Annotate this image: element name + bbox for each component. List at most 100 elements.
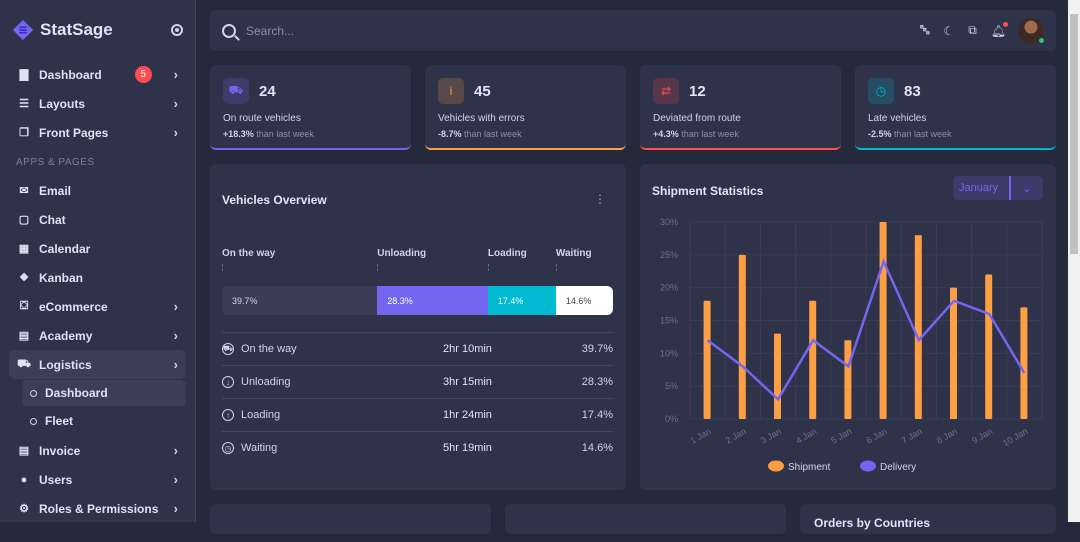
sidebar-item-label: Dashboard <box>45 386 108 400</box>
x-tick-label: 9 Jan <box>970 426 994 446</box>
x-tick-label: 3 Jan <box>759 426 783 446</box>
stat-value: 12 <box>689 82 706 100</box>
chevron-down-icon[interactable]: ⌄ <box>1022 182 1032 195</box>
card-title: Vehicles Overview <box>222 193 327 207</box>
bell-icon[interactable]: 🔔︎ <box>990 21 1008 38</box>
vehicles-overview-card: Vehicles Overview ⋮ On the way Unloading L… <box>210 164 626 490</box>
sidebar-item-email[interactable]: ✉ Email <box>9 176 186 205</box>
stat-card: ◷ 83 Late vehicles -2.5% than last week <box>855 65 1056 150</box>
legend-label: Shipment <box>788 462 830 473</box>
row-time: 2hr 10min <box>443 343 492 355</box>
legend-marker <box>860 460 876 472</box>
row-label: Waiting <box>241 442 278 454</box>
stat-value: 83 <box>904 82 921 100</box>
y-tick-label: 0% <box>665 414 678 424</box>
sidebar-item-academy[interactable]: ▤ Academy › <box>9 321 186 350</box>
segment-label: On the way <box>222 248 275 271</box>
invoice-icon: ▤ <box>18 445 30 457</box>
shipment-bar <box>950 287 957 419</box>
sidebar-subitem-fleet[interactable]: Fleet <box>22 408 186 434</box>
sidebar-item-logistics[interactable]: ⛟ Logistics › <box>9 350 186 379</box>
orders-by-countries-card: Orders by Countries <box>800 504 1056 534</box>
sidebar-item-users[interactable]: ● Users › <box>9 465 186 494</box>
month-dropdown[interactable]: January ⌄ <box>953 176 1043 200</box>
card-title: Orders by Countries <box>814 516 931 530</box>
chevron-right-icon: › <box>173 125 178 140</box>
scrollbar[interactable] <box>1068 0 1080 522</box>
chevron-right-icon: › <box>173 299 178 314</box>
sidebar-subitem-dashboard[interactable]: Dashboard <box>22 380 186 406</box>
stat-change: -2.5% <box>868 129 892 139</box>
distribution-bar: 39.7% 28.3% 17.4% 14.6% <box>222 286 613 315</box>
moon-icon[interactable]: ☾ <box>943 23 955 38</box>
sidebar: StatSage ▇ Dashboard 5 › ☰ Layouts › ❐ Front Pag… <box>0 0 196 522</box>
language-icon[interactable]: 🔤︎ <box>920 23 930 37</box>
y-tick-label: 15% <box>660 316 678 326</box>
chevron-right-icon: › <box>173 328 178 343</box>
row-percent: 39.7% <box>581 343 613 355</box>
chat-icon: ▢ <box>18 214 30 226</box>
shipment-bar <box>809 300 817 419</box>
y-tick-label: 20% <box>660 283 678 293</box>
row-time: 5hr 19min <box>443 442 492 454</box>
stat-card: i 45 Vehicles with errors -8.7% than last… <box>425 65 626 150</box>
row-time: 3hr 15min <box>443 376 492 388</box>
layers-icon: ☰ <box>19 98 29 110</box>
y-tick-label: 10% <box>660 348 678 358</box>
avatar[interactable] <box>1018 17 1045 44</box>
sidebar-toggle-icon[interactable] <box>171 24 183 36</box>
segment-2: 17.4% <box>487 286 556 315</box>
stat-label: Vehicles with errors <box>438 113 525 124</box>
chevron-right-icon: › <box>173 357 178 372</box>
sidebar-item-label: eCommerce <box>39 299 108 314</box>
arrow-up-circle-icon: ↑ <box>222 409 234 421</box>
shipment-statistics-card: Shipment Statistics January ⌄ 0% 5% 10% 15% 2… <box>640 164 1056 490</box>
notification-badge: 5 <box>134 66 152 83</box>
shipment-bar <box>703 300 711 419</box>
overview-row: ◷ Waiting 5hr 19min 14.6% <box>222 431 613 464</box>
clock-icon: ◷ <box>868 78 894 104</box>
stat-change: +4.3% <box>653 129 679 139</box>
sidebar-item-label: Chat <box>39 212 66 227</box>
bottom-card-1 <box>210 504 491 534</box>
sidebar-item-dashboard[interactable]: ▇ Dashboard 5 › <box>9 60 186 89</box>
segment-label: Loading <box>487 248 527 271</box>
sidebar-item-label: Logistics <box>39 357 92 372</box>
shipment-chart: 0% 5% 10% 15% 20% 25% 30% 1 Jan 2 Jan 3 Jan 4 Jan 5… <box>660 217 1043 473</box>
sidebar-item-label: Academy <box>39 328 93 343</box>
sidebar-item-roles-permissions[interactable]: ⚙ Roles & Permissions › <box>9 494 186 523</box>
sidebar-item-label: Fleet <box>45 414 74 428</box>
search-icon <box>222 23 236 38</box>
row-label: Loading <box>241 409 281 421</box>
stat-card: ⇄ 12 Deviated from route +4.3% than last … <box>640 65 841 150</box>
kanban-icon: ❖ <box>19 272 29 284</box>
brand[interactable]: StatSage <box>0 0 195 60</box>
sidebar-item-invoice[interactable]: ▤ Invoice › <box>9 436 186 465</box>
x-tick-label: 2 Jan <box>724 426 748 446</box>
sidebar-item-ecommerce[interactable]: ⛋ eCommerce › <box>9 292 186 321</box>
gear-icon: ⚙ <box>19 503 29 515</box>
shipment-bar <box>985 274 993 419</box>
sidebar-item-calendar[interactable]: ▦ Calendar <box>9 234 186 263</box>
stat-change-suffix: than last week <box>464 129 522 139</box>
files-icon: ❐ <box>19 127 29 139</box>
y-tick-label: 30% <box>660 217 678 227</box>
overview-row: ↓ Unloading 3hr 15min 28.3% <box>222 365 613 398</box>
x-tick-label: 5 Jan <box>829 426 853 446</box>
sidebar-item-kanban[interactable]: ❖ Kanban <box>9 263 186 292</box>
row-label: Unloading <box>241 376 291 388</box>
brand-name: StatSage <box>40 20 113 39</box>
info-icon: i <box>438 78 464 104</box>
stat-label: On route vehicles <box>223 113 301 124</box>
chevron-right-icon: › <box>173 96 178 111</box>
sidebar-item-chat[interactable]: ▢ Chat <box>9 205 186 234</box>
x-tick-label: 8 Jan <box>935 426 959 446</box>
more-options-icon[interactable]: ⋮ <box>594 192 606 206</box>
search-input[interactable] <box>246 23 907 38</box>
shortcuts-icon[interactable]: ⧉ <box>968 23 977 37</box>
x-tick-label: 4 Jan <box>794 426 818 446</box>
sidebar-item-layouts[interactable]: ☰ Layouts › <box>9 89 186 118</box>
sidebar-item-label: Email <box>39 183 72 198</box>
online-status <box>1038 36 1045 44</box>
sidebar-item-front-pages[interactable]: ❐ Front Pages › <box>9 118 186 147</box>
